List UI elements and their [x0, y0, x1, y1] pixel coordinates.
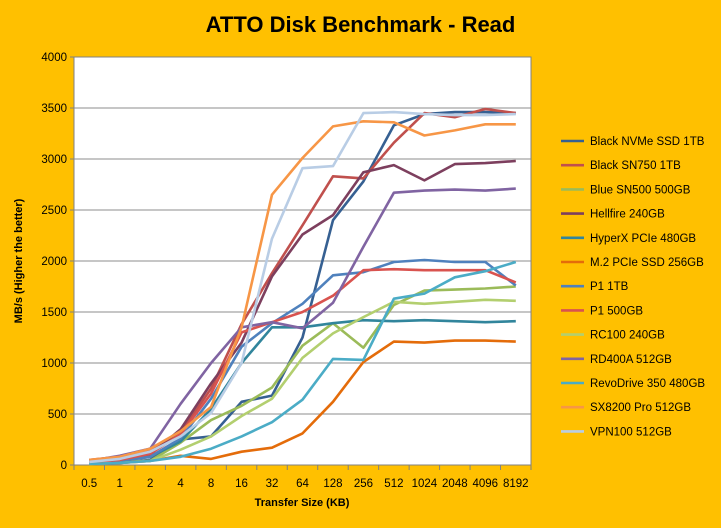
x-tick-label: 128 [323, 478, 342, 490]
y-tick-label: 0 [61, 460, 67, 472]
legend-entry-label: M.2 PCIe SSD 256GB [590, 257, 704, 269]
y-tick-label: 2500 [41, 205, 67, 217]
legend-entry-label: RC100 240GB [590, 330, 665, 342]
x-tick-label: 2048 [442, 478, 468, 490]
y-tick-label: 3000 [41, 154, 67, 166]
y-tick-label: 1000 [41, 358, 67, 370]
y-tick-label: 1500 [41, 307, 67, 319]
series-layer [88, 107, 517, 466]
legend: Black NVMe SSD 1TB Black SN750 1TB Blue SN… [561, 136, 705, 438]
series-line [89, 120, 516, 462]
legend-entry-label: Black NVMe SSD 1TB [590, 136, 705, 148]
legend-entry-label: P1 1TB [590, 281, 629, 293]
x-tick-label: 1024 [412, 478, 438, 490]
legend-entry-label: Blue SN500 500GB [590, 184, 691, 196]
x-axis-title: Transfer Size (KB) [255, 497, 350, 509]
legend-entry-label: RD400A 512GB [590, 354, 672, 366]
x-tick-label: 8 [208, 478, 214, 490]
x-tick-label: 4 [177, 478, 184, 490]
x-tick-label: 1 [116, 478, 122, 490]
chart-title: ATTO Disk Benchmark - Read [205, 12, 516, 37]
y-tick-label: 2000 [41, 256, 67, 268]
x-tick-label: 8192 [503, 478, 529, 490]
legend-entry-label: Black SN750 1TB [590, 160, 681, 172]
legend-entry-label: HyperX PCIe 480GB [590, 233, 696, 245]
legend-entry-label: SX8200 Pro 512GB [590, 402, 691, 414]
series-line [89, 258, 517, 465]
x-tick-label: 256 [354, 478, 373, 490]
series-line [89, 260, 517, 466]
x-tick-label: 512 [384, 478, 403, 490]
series-line [89, 110, 516, 464]
legend-entry-label: P1 500GB [590, 305, 643, 317]
x-tick-label: 16 [235, 478, 248, 490]
y-tick-label: 3500 [41, 103, 67, 115]
series-line [89, 285, 516, 465]
series-line [88, 187, 516, 463]
x-tick-label: 0.5 [81, 478, 97, 490]
y-tick-label: 500 [48, 409, 67, 421]
y-axis-title: MB/s (Higher the better) [13, 198, 25, 323]
x-tick-label: 2 [147, 478, 153, 490]
x-tick-label: 4096 [473, 478, 499, 490]
legend-entry-label: Hellfire 240GB [590, 209, 665, 221]
legend-entry-label: VPN100 512GB [590, 426, 672, 438]
x-tick-label: 64 [296, 478, 309, 490]
x-tick-label: 32 [266, 478, 279, 490]
y-tick-label: 4000 [41, 52, 67, 64]
legend-entry-label: RevoDrive 350 480GB [590, 378, 705, 390]
series-line [89, 298, 516, 466]
